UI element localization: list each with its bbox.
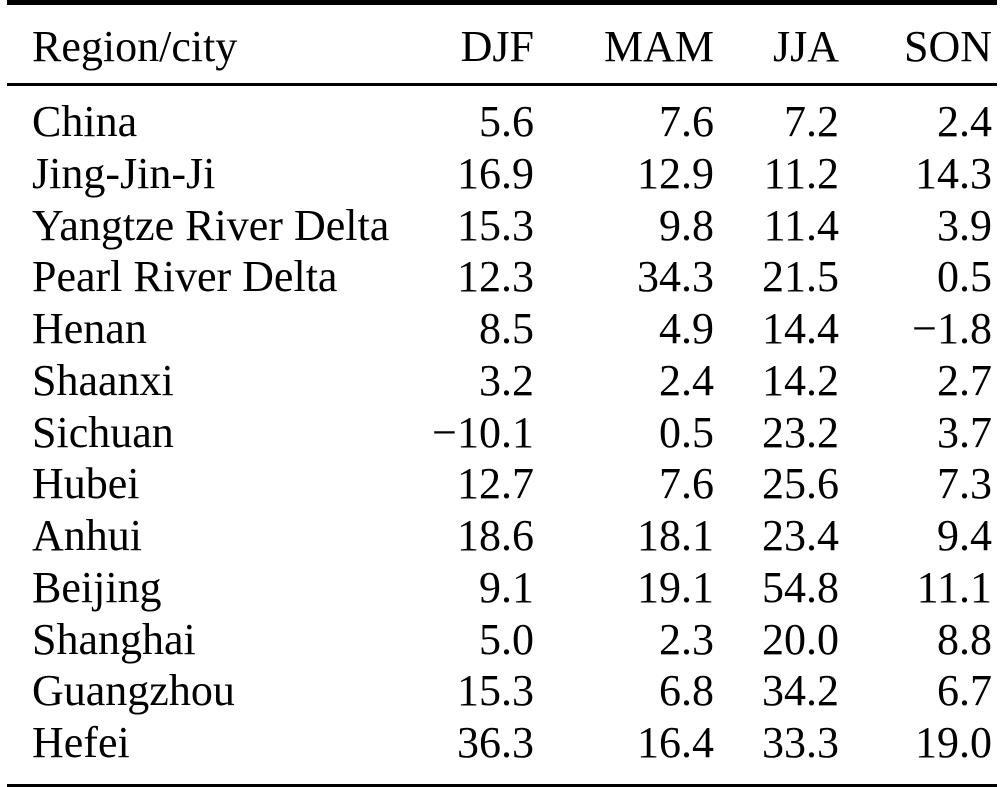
value-cell: 3.2: [479, 355, 534, 405]
value-cell: 15.3: [457, 666, 534, 716]
region-cell: Yangtze River Delta: [32, 200, 390, 250]
value-cell: 12.7: [457, 459, 534, 509]
value-cell: 9.4: [937, 511, 992, 560]
value-cell: 2.4: [937, 97, 992, 146]
value-cell: 54.8: [762, 562, 839, 612]
table-row: Guangzhou 15.3 6.8 34.2 6.7: [7, 665, 997, 717]
value-cell: 7.2: [784, 97, 839, 146]
table-header-row: Region/city DJF MAM JJA SON: [7, 2, 997, 86]
value-cell: −10.1: [432, 407, 534, 457]
value-cell: 15.3: [457, 200, 534, 250]
region-cell: Shanghai: [32, 614, 196, 664]
value-cell: 2.3: [659, 614, 714, 664]
value-cell: 23.4: [762, 511, 839, 560]
seasonal-data-table: Region/city DJF MAM JJA SON China 5.6 7.6 7…: [7, 0, 997, 787]
table-row: Pearl River Delta 12.3 34.3 21.5 0.5: [7, 251, 997, 303]
value-cell: 36.3: [457, 718, 534, 767]
value-cell: 3.9: [937, 200, 992, 250]
value-cell: −1.8: [912, 304, 992, 353]
value-cell: 19.1: [637, 562, 714, 612]
region-cell: Anhui: [32, 511, 142, 560]
value-cell: 16.4: [637, 718, 714, 767]
value-cell: 14.2: [762, 355, 839, 405]
region-cell: Hefei: [32, 718, 130, 767]
value-cell: 5.6: [479, 97, 534, 146]
value-cell: 14.4: [762, 304, 839, 353]
value-cell: 11.4: [763, 200, 839, 250]
value-cell: 3.7: [937, 407, 992, 457]
value-cell: 5.0: [479, 614, 534, 664]
table-row: Yangtze River Delta 15.3 9.8 11.4 3.9: [7, 200, 997, 252]
value-cell: 8.8: [937, 614, 992, 664]
value-cell: 16.9: [457, 148, 534, 198]
value-cell: 12.3: [457, 252, 534, 302]
table-row: Hefei 36.3 16.4 33.3 19.0: [7, 717, 997, 786]
region-cell: Sichuan: [32, 407, 174, 457]
value-cell: 20.0: [762, 614, 839, 664]
region-cell: Jing-Jin-Ji: [32, 148, 216, 198]
value-cell: 7.6: [659, 459, 714, 509]
value-cell: 34.3: [637, 252, 714, 302]
value-cell: 25.6: [762, 459, 839, 509]
table-row: Shaanxi 3.2 2.4 14.2 2.7: [7, 355, 997, 407]
column-header-son: SON: [839, 2, 997, 86]
value-cell: 23.2: [762, 407, 839, 457]
value-cell: 7.3: [937, 459, 992, 509]
value-cell: 0.5: [659, 407, 714, 457]
value-cell: 11.1: [916, 562, 992, 612]
value-cell: 19.0: [915, 718, 992, 767]
table-header: Region/city DJF MAM JJA SON: [7, 2, 997, 86]
region-cell: China: [32, 97, 138, 146]
value-cell: 0.5: [937, 252, 992, 302]
value-cell: 12.9: [637, 148, 714, 198]
table-row: Anhui 18.6 18.1 23.4 9.4: [7, 510, 997, 562]
value-cell: 2.7: [937, 355, 992, 405]
table-row: Sichuan −10.1 0.5 23.2 3.7: [7, 407, 997, 459]
value-cell: 18.1: [637, 511, 714, 560]
table-row: China 5.6 7.6 7.2 2.4: [7, 85, 997, 148]
value-cell: 4.9: [659, 304, 714, 353]
value-cell: 14.3: [915, 148, 992, 198]
value-cell: 8.5: [479, 304, 534, 353]
value-cell: 2.4: [659, 355, 714, 405]
column-header-djf: DJF: [387, 2, 534, 86]
region-cell: Henan: [32, 304, 147, 353]
region-cell: Guangzhou: [32, 666, 235, 716]
value-cell: 21.5: [762, 252, 839, 302]
column-header-region-city: Region/city: [7, 2, 387, 86]
table-row: Shanghai 5.0 2.3 20.0 8.8: [7, 614, 997, 666]
region-cell: Pearl River Delta: [32, 252, 338, 302]
value-cell: 33.3: [762, 718, 839, 767]
value-cell: 7.6: [659, 97, 714, 146]
region-cell: Hubei: [32, 459, 140, 509]
value-cell: 6.8: [659, 666, 714, 716]
region-cell: Shaanxi: [32, 355, 174, 405]
column-header-mam: MAM: [534, 2, 714, 86]
value-cell: 11.2: [763, 148, 839, 198]
value-cell: 9.1: [479, 562, 534, 612]
table-row: Beijing 9.1 19.1 54.8 11.1: [7, 562, 997, 614]
value-cell: 9.8: [659, 200, 714, 250]
value-cell: 34.2: [762, 666, 839, 716]
value-cell: 6.7: [937, 666, 992, 716]
column-header-jja: JJA: [714, 2, 839, 86]
table-row: Henan 8.5 4.9 14.4 −1.8: [7, 303, 997, 355]
table-body: China 5.6 7.6 7.2 2.4 Jing-Jin-Ji 16.9 12.9 11.2…: [7, 85, 997, 787]
value-cell: 18.6: [457, 511, 534, 560]
table-row: Hubei 12.7 7.6 25.6 7.3: [7, 458, 997, 510]
table-row: Jing-Jin-Ji 16.9 12.9 11.2 14.3: [7, 148, 997, 200]
region-cell: Beijing: [32, 562, 162, 612]
